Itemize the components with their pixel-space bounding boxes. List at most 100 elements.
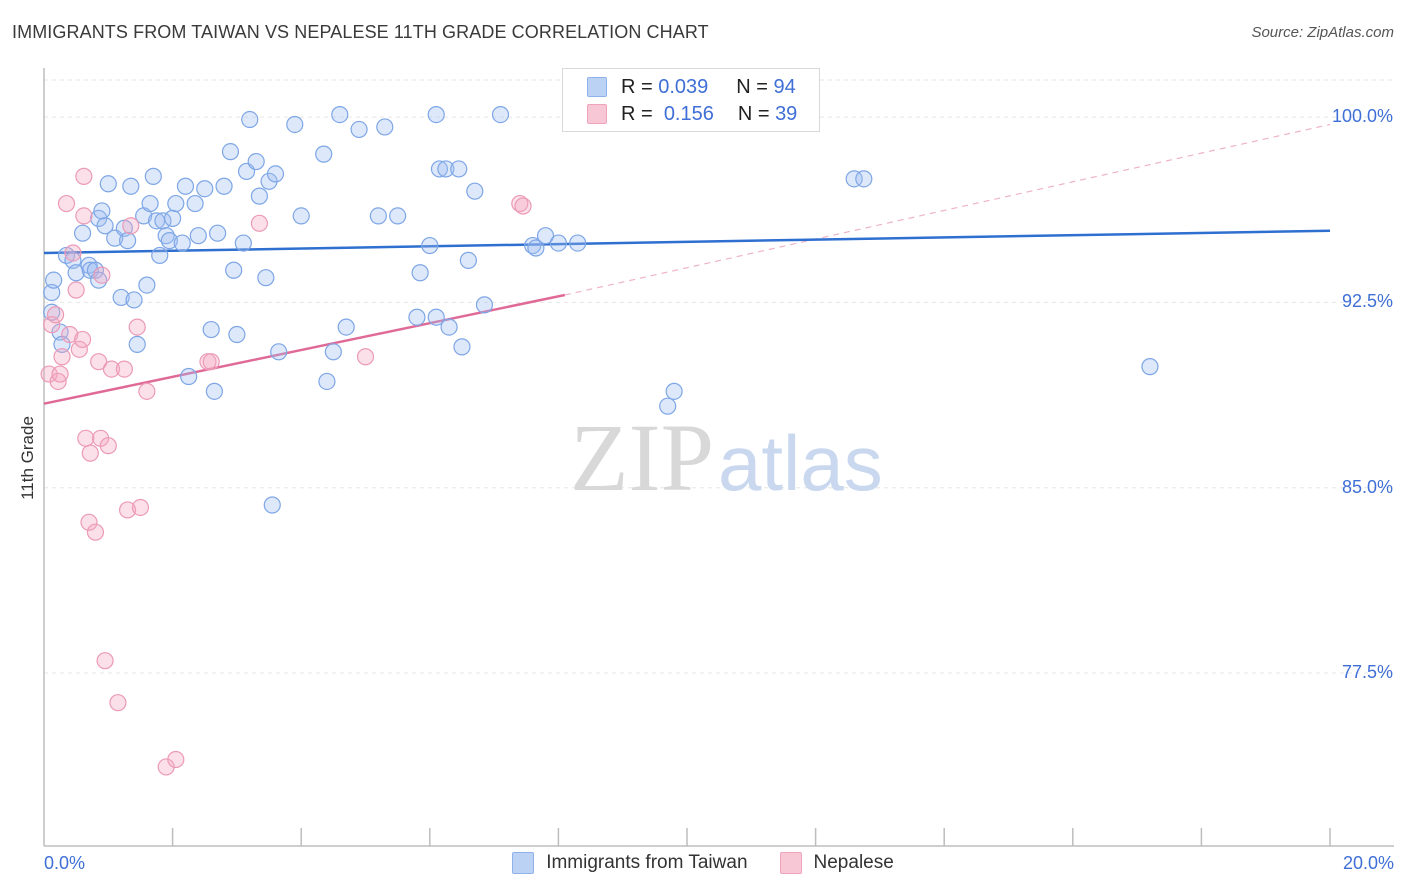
nepalese-point (70, 340, 88, 358)
taiwan-point (440, 318, 458, 336)
taiwan-point (228, 325, 246, 344)
nepalese-point (109, 694, 127, 712)
taiwan-point (186, 194, 204, 213)
taiwan-point (855, 170, 873, 188)
taiwan-point (128, 335, 146, 353)
nepalese-point (96, 652, 114, 670)
taiwan-point (247, 152, 265, 171)
taiwan-point (112, 288, 130, 307)
nepalese-point (90, 353, 108, 371)
nepalese-point (128, 318, 146, 336)
nepalese-point (115, 360, 133, 378)
y-tick-label: 100.0% (1331, 106, 1393, 127)
taiwan-point (549, 234, 568, 252)
taiwan-point (221, 143, 240, 161)
taiwan-point (569, 234, 587, 252)
taiwan-point (466, 182, 484, 200)
nepalese-point (167, 750, 185, 769)
nepalese-point (93, 266, 111, 284)
taiwan-point (376, 118, 394, 136)
nepalese-point (61, 325, 79, 344)
r-value-taiwan: 0.039 (658, 75, 709, 98)
n-value-nepalese: 39 (775, 102, 798, 125)
taiwan-point (369, 207, 387, 225)
taiwan-point (202, 320, 220, 339)
y-tick-label: 92.5% (1341, 291, 1393, 312)
n-label: N = (737, 102, 770, 125)
taiwan-point (160, 232, 178, 250)
nepalese-point (99, 437, 117, 455)
taiwan-point (144, 167, 162, 185)
watermark-zip: ZIP (570, 404, 714, 511)
taiwan-point (73, 224, 92, 242)
nepalese-point (131, 498, 150, 517)
legend-item-nepalese[interactable]: Nepalese (779, 852, 894, 874)
taiwan-point (421, 236, 439, 255)
taiwan-point (151, 246, 169, 265)
taiwan-point (350, 120, 368, 139)
taiwan-point (411, 264, 429, 282)
nepalese-point (77, 429, 95, 447)
taiwan-point (318, 372, 336, 391)
taiwan-point (408, 308, 426, 326)
taiwan-point (67, 264, 85, 282)
taiwan-point (659, 397, 677, 415)
chart-title: IMMIGRANTS FROM TAIWAN VS NEPALESE 11TH … (12, 22, 709, 42)
taiwan-point (225, 261, 243, 279)
nepalese-point (356, 348, 375, 366)
taiwan-point (292, 207, 310, 225)
nepalese-point (81, 444, 99, 462)
stats-legend: R = 0.039 N = 94 R = 0.156 N = 39 (562, 68, 820, 132)
nepalese-trend-extension (564, 123, 1331, 296)
taiwan-point (96, 217, 114, 235)
trend-lines (43, 123, 1331, 405)
n-label: N = (736, 75, 768, 98)
taiwan-point (205, 382, 223, 400)
taiwan-point (324, 343, 342, 361)
legend-item-taiwan[interactable]: Immigrants from Taiwan (512, 852, 748, 874)
nepalese-point (67, 281, 85, 299)
nepalese-point (43, 316, 61, 334)
nepalese-legend-swatch (779, 852, 802, 874)
nepalese-point (75, 207, 93, 225)
taiwan-point (286, 115, 304, 134)
taiwan-point (491, 105, 510, 124)
taiwan-point (263, 496, 281, 514)
x-tick-label-max: 20.0% (1342, 853, 1394, 873)
nepalese-point (202, 353, 220, 371)
taiwan-point (475, 296, 494, 314)
taiwan-point (331, 105, 349, 124)
taiwan-point (125, 291, 143, 309)
taiwan-point (93, 202, 111, 220)
y-tick-label: 77.5% (1341, 662, 1393, 683)
taiwan-swatch (587, 77, 607, 97)
taiwan-point (459, 251, 477, 269)
nepalese-point (75, 167, 93, 185)
watermark-atlas: atlas (718, 419, 883, 507)
axes (43, 68, 1394, 847)
nepalese-point (138, 382, 156, 400)
taiwan-point (215, 177, 233, 195)
taiwan-point (430, 160, 449, 178)
legend-label-nepalese: Nepalese (813, 852, 894, 873)
taiwan-point (122, 177, 140, 195)
taiwan-point (173, 234, 191, 252)
watermark: ZIP atlas (570, 404, 883, 511)
taiwan-point (157, 227, 175, 245)
nepalese-point (86, 523, 105, 541)
taiwan-trend-line (43, 229, 1331, 255)
taiwan-point (315, 145, 333, 163)
taiwan-point (536, 227, 555, 245)
taiwan-point (196, 180, 214, 198)
taiwan-point (527, 239, 545, 257)
taiwan-point (167, 194, 185, 213)
taiwan-point (665, 382, 683, 400)
x-tick-label-min: 0.0% (44, 853, 86, 873)
taiwan-point (241, 110, 259, 129)
taiwan-point (164, 209, 182, 227)
taiwan-point (845, 170, 863, 188)
taiwan-point (427, 308, 445, 326)
nepalese-point (80, 513, 98, 531)
taiwan-point (99, 175, 117, 193)
taiwan-point (234, 234, 252, 252)
